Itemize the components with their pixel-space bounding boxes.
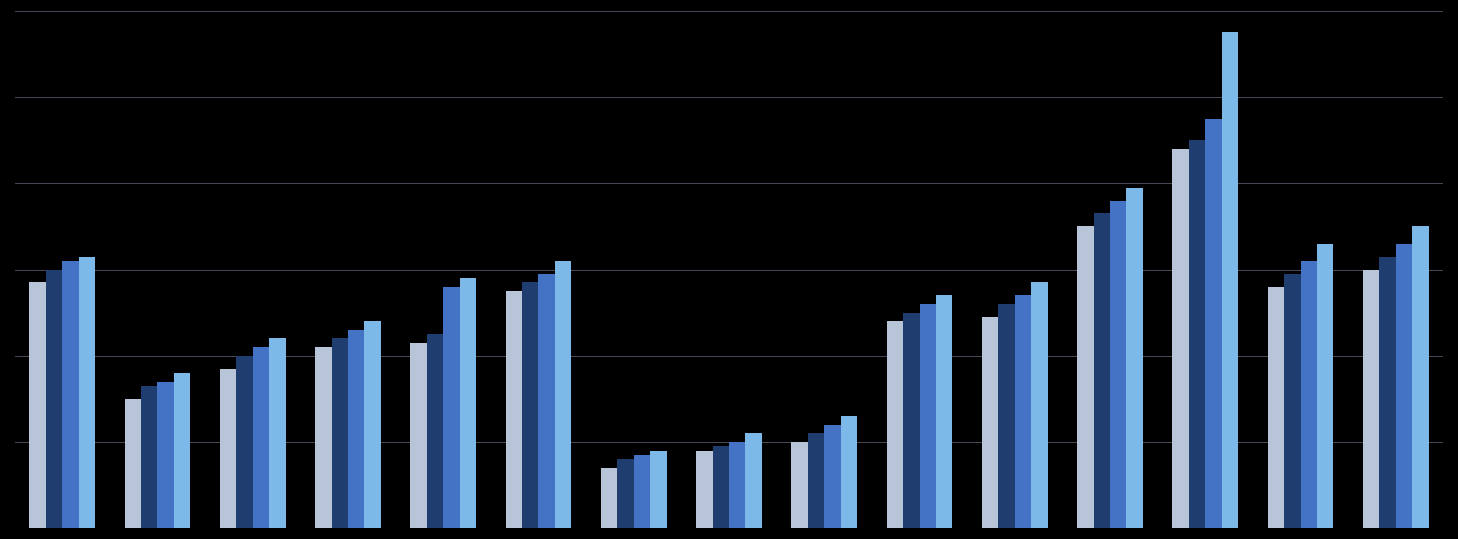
Bar xyxy=(270,338,286,528)
Bar xyxy=(410,343,427,528)
Bar xyxy=(459,278,477,528)
Bar xyxy=(174,373,191,528)
Bar xyxy=(124,399,141,528)
Bar xyxy=(650,451,666,528)
Bar xyxy=(695,451,713,528)
Bar xyxy=(1188,140,1206,528)
Bar xyxy=(808,433,824,528)
Bar xyxy=(141,386,157,528)
Bar xyxy=(252,347,270,528)
Bar xyxy=(29,282,45,528)
Bar xyxy=(1222,32,1238,528)
Bar xyxy=(364,321,381,528)
Bar xyxy=(1317,244,1334,528)
Bar xyxy=(1395,244,1413,528)
Bar xyxy=(745,433,763,528)
Bar xyxy=(1301,261,1317,528)
Bar xyxy=(331,338,348,528)
Bar xyxy=(886,321,903,528)
Bar xyxy=(1015,295,1031,528)
Bar xyxy=(981,317,999,528)
Bar xyxy=(1206,119,1222,528)
Bar xyxy=(1379,257,1395,528)
Bar xyxy=(903,313,920,528)
Bar xyxy=(348,330,364,528)
Bar xyxy=(713,446,729,528)
Bar xyxy=(522,282,538,528)
Bar xyxy=(1077,226,1094,528)
Bar xyxy=(1127,188,1143,528)
Bar xyxy=(45,270,63,528)
Bar xyxy=(538,274,555,528)
Bar xyxy=(1363,270,1379,528)
Bar xyxy=(63,261,79,528)
Bar xyxy=(1284,274,1301,528)
Bar xyxy=(841,416,857,528)
Bar xyxy=(443,287,459,528)
Bar xyxy=(1110,201,1127,528)
Bar xyxy=(236,356,252,528)
Bar xyxy=(315,347,331,528)
Bar xyxy=(1031,282,1048,528)
Bar xyxy=(1172,149,1188,528)
Bar xyxy=(1267,287,1284,528)
Bar xyxy=(427,334,443,528)
Bar xyxy=(506,291,522,528)
Bar xyxy=(999,304,1015,528)
Bar xyxy=(634,455,650,528)
Bar xyxy=(729,442,745,528)
Bar xyxy=(617,459,634,528)
Bar xyxy=(601,468,617,528)
Bar xyxy=(792,442,808,528)
Bar xyxy=(1413,226,1429,528)
Bar xyxy=(1094,213,1110,528)
Bar xyxy=(824,425,841,528)
Bar xyxy=(936,295,952,528)
Bar xyxy=(157,382,174,528)
Bar xyxy=(79,257,95,528)
Bar xyxy=(220,369,236,528)
Bar xyxy=(920,304,936,528)
Bar xyxy=(555,261,572,528)
